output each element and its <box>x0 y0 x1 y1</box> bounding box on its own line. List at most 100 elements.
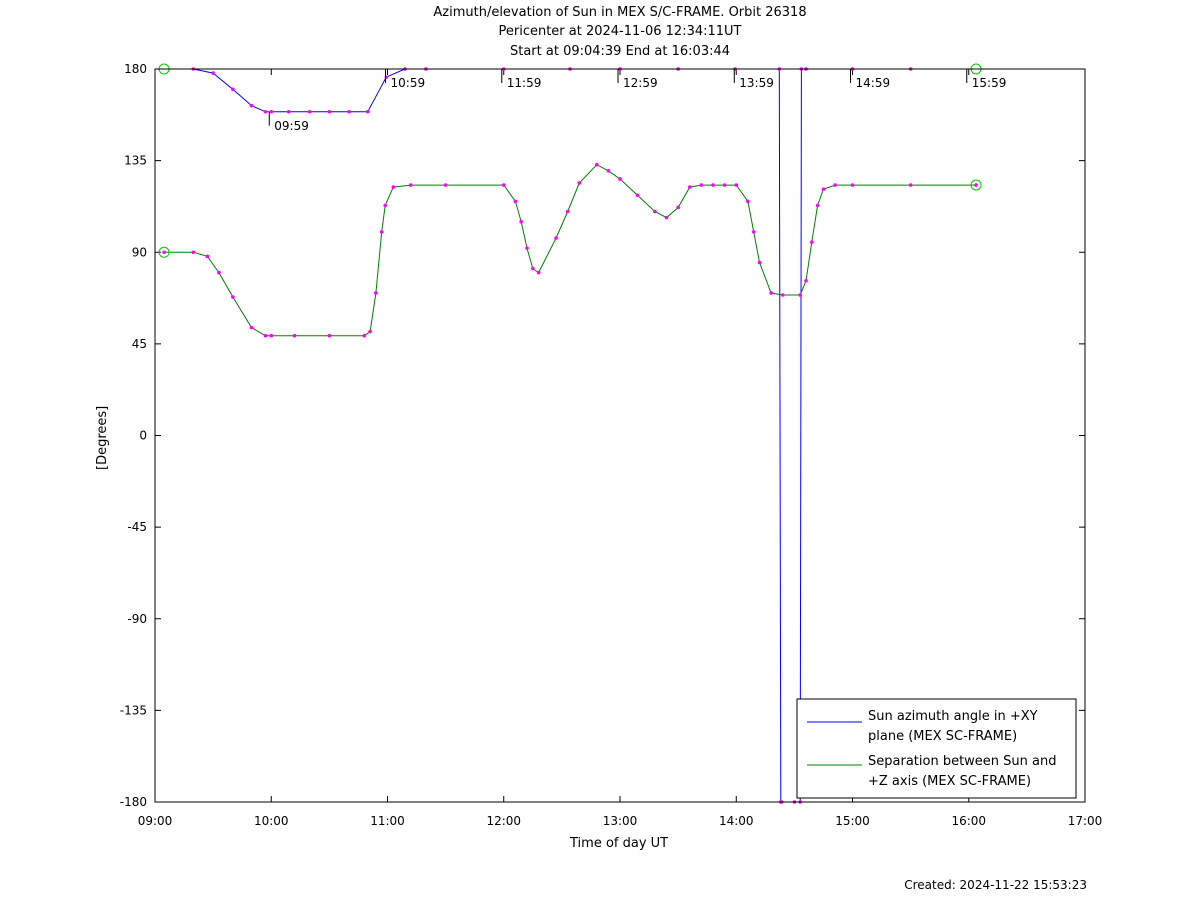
legend-box <box>796 698 1077 799</box>
data-point <box>531 266 535 271</box>
data-point <box>249 103 254 108</box>
data-point <box>653 209 657 214</box>
y-axis-ticks: 180 135 90 45 0 -45 -90 -135 -180 <box>120 62 1085 809</box>
data-point <box>191 250 196 255</box>
data-point <box>577 181 582 185</box>
data-point <box>804 278 808 283</box>
x-axis-ticks: 09:00 10:00 11:00 12:00 13:00 14:00 15:00 16:00… <box>138 69 1103 828</box>
data-point <box>374 291 378 295</box>
plot-frame <box>154 68 1086 803</box>
data-point <box>798 293 802 297</box>
time-marker-label: 12:59 <box>623 76 658 90</box>
data-point <box>368 329 372 334</box>
data-point <box>327 109 332 114</box>
data-point <box>769 291 773 295</box>
y-tick-label: 45 <box>132 337 147 351</box>
data-point <box>810 240 814 244</box>
series-line-1 <box>164 164 977 337</box>
legend-label-azimuth-1: Sun azimuth angle in +XY <box>868 709 1038 724</box>
data-point <box>327 333 332 338</box>
data-point <box>269 333 274 338</box>
data-point <box>676 205 680 210</box>
x-tick-label: 15:00 <box>835 814 870 828</box>
data-point <box>734 183 739 187</box>
y-axis-label: [Degrees] <box>95 405 110 470</box>
time-marker-label: 15:59 <box>972 76 1007 90</box>
data-point <box>263 333 268 338</box>
time-marker-label: 14:59 <box>856 76 891 90</box>
data-point <box>217 270 221 275</box>
data-point <box>711 183 715 187</box>
x-tick-label: 11:00 <box>370 814 405 828</box>
x-tick-label: 13:00 <box>603 814 638 828</box>
data-point <box>501 183 506 187</box>
x-tick-label: 17:00 <box>1068 814 1103 828</box>
data-point <box>746 199 750 204</box>
data-point <box>757 260 762 265</box>
legend-label-separation-2: +Z axis (MEX SC-FRAME) <box>868 774 1031 789</box>
time-marker-label: 10:59 <box>391 76 426 90</box>
data-point <box>821 187 826 191</box>
data-point <box>347 109 351 114</box>
marker-layer <box>158 63 982 804</box>
data-point <box>391 185 396 189</box>
legend: Sun azimuth angle in +XY plane (MEX SC-F… <box>796 698 1077 799</box>
data-point <box>833 183 837 187</box>
x-tick-label: 16:00 <box>951 814 986 828</box>
created-timestamp: Created: 2024-11-22 15:53:23 <box>904 878 1087 892</box>
data-point <box>635 193 640 198</box>
data-point <box>974 183 978 187</box>
data-point <box>565 209 570 214</box>
data-point <box>780 293 785 297</box>
data-point <box>249 325 254 330</box>
data-point <box>664 215 669 220</box>
start-marker <box>158 246 170 258</box>
data-point <box>751 230 756 234</box>
data-point <box>162 250 166 255</box>
legend-label-azimuth-2: plane (MEX SC-FRAME) <box>868 729 1017 744</box>
time-marker-label: 09:59 <box>274 119 309 133</box>
data-point <box>815 203 820 208</box>
data-point <box>519 219 523 224</box>
x-tick-label: 10:00 <box>254 814 289 828</box>
x-tick-label: 09:00 <box>138 814 173 828</box>
data-point <box>513 199 518 204</box>
data-point <box>687 185 692 189</box>
time-marker-label: 13:59 <box>739 76 774 90</box>
data-point <box>536 270 541 275</box>
x-axis-label: Time of day UT <box>570 836 669 851</box>
time-marker-labels: 09:59 10:59 11:59 12:59 13:59 14:59 15:59 <box>264 68 1007 133</box>
y-tick-label: -180 <box>120 795 147 809</box>
legend-label-separation-1: Separation between Sun and <box>868 754 1056 769</box>
data-point <box>383 203 387 208</box>
data-point <box>365 109 370 114</box>
chart-subtitle-start-end: Start at 09:04:39 End at 16:03:44 <box>509 44 731 59</box>
data-point <box>408 183 413 187</box>
data-point <box>722 183 727 187</box>
y-tick-label: -135 <box>120 703 147 717</box>
data-point <box>307 109 312 114</box>
data-point <box>594 162 599 167</box>
data-point <box>554 236 558 240</box>
time-marker-label: 11:59 <box>507 76 542 90</box>
data-point <box>231 295 235 299</box>
data-point <box>205 254 210 259</box>
data-point <box>443 183 448 187</box>
series-layer <box>164 68 977 803</box>
x-tick-label: 14:00 <box>719 814 754 828</box>
data-point <box>286 109 291 114</box>
chart-title: Azimuth/elevation of Sun in MEX S/C-FRAM… <box>433 5 807 20</box>
data-point <box>379 230 384 234</box>
y-tick-label: 0 <box>139 429 147 443</box>
y-tick-label: -45 <box>127 520 147 534</box>
data-point <box>850 183 855 187</box>
data-point <box>362 333 367 338</box>
data-point <box>699 183 704 187</box>
end-marker <box>970 179 982 191</box>
y-tick-label: 135 <box>124 154 147 168</box>
data-point <box>525 246 529 250</box>
chart-subtitle-pericenter: Pericenter at 2024-11-06 12:34:11UT <box>498 24 742 39</box>
data-point <box>908 183 913 187</box>
data-point <box>292 333 297 338</box>
